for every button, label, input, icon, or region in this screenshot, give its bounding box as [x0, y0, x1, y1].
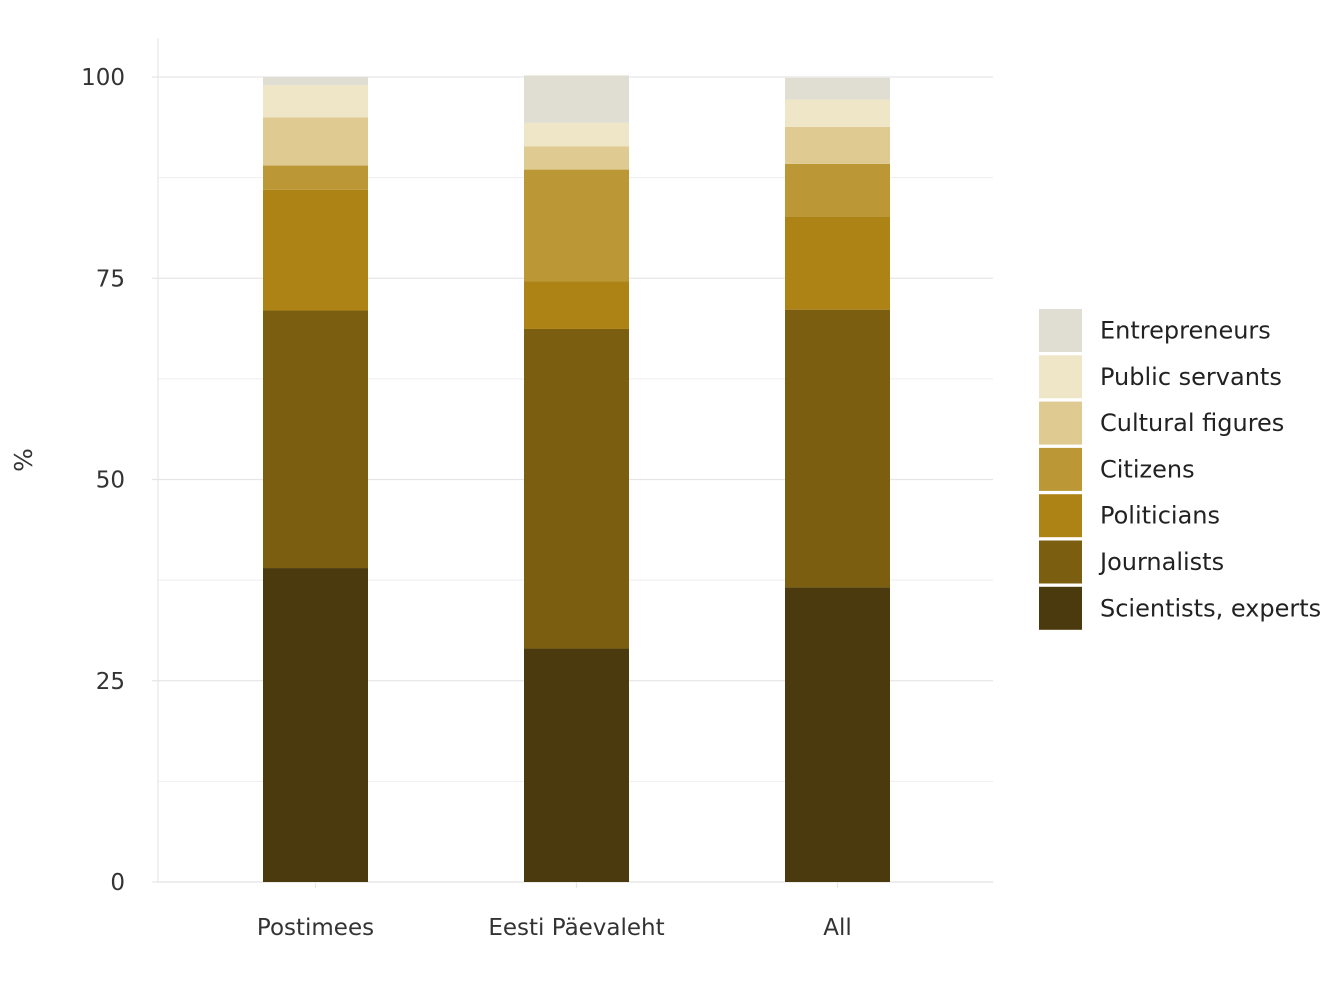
bar-segment: [263, 117, 368, 166]
legend-label: Entrepreneurs: [1100, 317, 1271, 345]
legend-key: [1039, 586, 1082, 630]
y-axis-title: %: [8, 448, 37, 472]
legend-label: Public servants: [1100, 363, 1282, 391]
bar-segment: [785, 126, 890, 164]
y-tick-label: 25: [96, 669, 125, 695]
bar-segment: [785, 587, 890, 882]
legend: Entrepreneurs Public servants Cultural fig…: [1039, 309, 1321, 630]
legend-key: [1039, 309, 1082, 352]
bar-segment: [524, 281, 629, 329]
bar-segment: [263, 165, 368, 190]
bar-segment: [785, 163, 890, 217]
x-tick-label: All: [823, 915, 852, 941]
y-tick-label: 50: [96, 468, 125, 494]
x-tick-label: Eesti Päevaleht: [488, 915, 664, 941]
bars: [263, 75, 890, 882]
legend-key: [1039, 401, 1082, 445]
bar-segment: [524, 75, 629, 123]
bar-segment: [263, 85, 368, 118]
y-tick-label: 100: [81, 65, 125, 91]
bar-segment: [524, 648, 629, 882]
y-tick-label: 0: [110, 870, 125, 896]
bar-segment: [785, 77, 890, 100]
bar-segment: [785, 309, 890, 588]
bar-segment: [785, 99, 890, 127]
legend-key: [1039, 355, 1082, 399]
bar-segment: [263, 189, 368, 311]
y-axis: 0 25 50 75 100: [81, 65, 158, 896]
x-axis: Postimees Eesti Päevaleht All: [257, 882, 852, 941]
legend-label: Politicians: [1100, 502, 1220, 530]
legend-key: [1039, 447, 1082, 491]
legend-label: Scientists, experts: [1100, 594, 1321, 622]
x-tick-label: Postimees: [257, 915, 374, 941]
bar-segment: [524, 122, 629, 147]
bar-segment: [263, 77, 368, 86]
bar-segment: [524, 146, 629, 170]
bar-segment: [263, 310, 368, 569]
bar-segment: [524, 328, 629, 649]
y-tick-label: 75: [96, 266, 125, 292]
legend-key: [1039, 540, 1082, 584]
legend-label: Citizens: [1100, 455, 1195, 483]
legend-key: [1039, 494, 1082, 538]
bar-segment: [263, 568, 368, 882]
legend-label: Cultural figures: [1100, 409, 1284, 437]
legend-label: Journalists: [1098, 548, 1224, 576]
bar-segment: [524, 169, 629, 282]
bar-segment: [785, 216, 890, 310]
